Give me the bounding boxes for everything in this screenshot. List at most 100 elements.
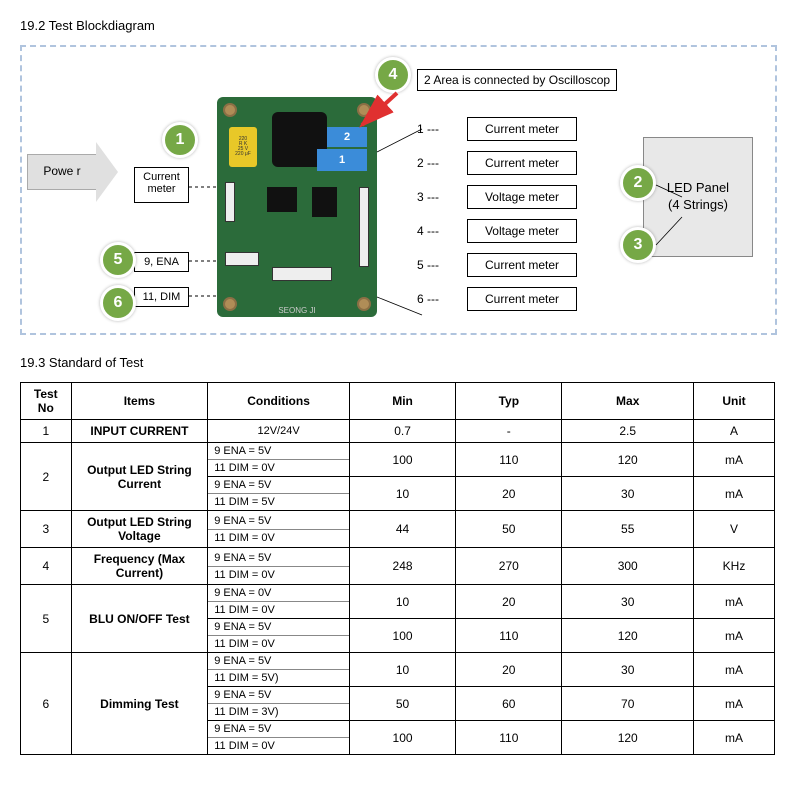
table-cell: 50: [349, 687, 455, 721]
table-cell: 120: [562, 721, 694, 755]
table-cell: 2.5: [562, 420, 694, 443]
meter-row-box: Voltage meter: [467, 219, 577, 243]
table-cell: V: [694, 511, 775, 548]
table-cell: 120: [562, 619, 694, 653]
table-header: Unit: [694, 383, 775, 420]
table-cell: 100: [349, 619, 455, 653]
blue-area-1: 1: [317, 149, 367, 171]
meter-row: 2 ---Current meter: [417, 151, 577, 175]
table-cell: Output LED String Current: [71, 443, 208, 511]
table-cell: A: [694, 420, 775, 443]
table-cell: mA: [694, 477, 775, 511]
cap-line-4: 220 μF: [235, 152, 251, 157]
table-cell: 248: [349, 548, 455, 585]
badge-4: 4: [375, 57, 411, 93]
meter-row-box: Current meter: [467, 151, 577, 175]
table-cell: 120: [562, 443, 694, 477]
meter-row: 3 ---Voltage meter: [417, 185, 577, 209]
table-cell: 270: [456, 548, 562, 585]
section-title-standard: 19.3 Standard of Test: [20, 355, 777, 370]
meter-row-box: Voltage meter: [467, 185, 577, 209]
table-cell: 50: [456, 511, 562, 548]
table-cell-conditions: 9 ENA = 5V11 DIM = 0V: [208, 721, 350, 755]
meter-row-number: 3 ---: [417, 190, 467, 204]
led-panel-line1: LED Panel: [667, 180, 729, 195]
table-cell: mA: [694, 585, 775, 619]
table-header: Min: [349, 383, 455, 420]
table-cell: 2: [21, 443, 72, 511]
power-arrow: Powe r: [27, 142, 117, 202]
table-cell: Dimming Test: [71, 653, 208, 755]
section-title-diagram: 19.2 Test Blockdiagram: [20, 18, 777, 33]
table-cell-conditions: 9 ENA = 5V11 DIM = 0V: [208, 443, 350, 477]
dim-label-box: 11, DIM: [134, 287, 189, 307]
table-cell: 55: [562, 511, 694, 548]
table-cell: 110: [456, 721, 562, 755]
table-cell: 1: [21, 420, 72, 443]
table-header: Max: [562, 383, 694, 420]
table-cell-conditions: 9 ENA = 5V11 DIM = 0V: [208, 548, 350, 585]
table-header: Typ: [456, 383, 562, 420]
table-cell: 5: [21, 585, 72, 653]
table-cell: BLU ON/OFF Test: [71, 585, 208, 653]
block-diagram: Powe r Current meter 9, ENA 11, DIM 2 Ar…: [20, 45, 777, 335]
table-cell: 60: [456, 687, 562, 721]
blue-area-2: 2: [327, 127, 367, 147]
pcb-board: 220 R K 25 V 220 μF 2 1 SEONG JI: [217, 97, 377, 317]
badge-2: 2: [620, 165, 656, 201]
table-cell: 4: [21, 548, 72, 585]
table-cell: INPUT CURRENT: [71, 420, 208, 443]
badge-3: 3: [620, 227, 656, 263]
meter-row-box: Current meter: [467, 287, 577, 311]
table-cell: 3: [21, 511, 72, 548]
table-cell: mA: [694, 687, 775, 721]
meter-row-box: Current meter: [467, 253, 577, 277]
table-cell: 110: [456, 619, 562, 653]
table-cell: KHz: [694, 548, 775, 585]
table-cell: 10: [349, 477, 455, 511]
standard-test-table: Test NoItemsConditionsMinTypMaxUnit 1INP…: [20, 382, 775, 755]
led-panel-box: LED Panel (4 Strings): [643, 137, 753, 257]
table-cell: Output LED String Voltage: [71, 511, 208, 548]
table-cell: 30: [562, 477, 694, 511]
table-cell: 20: [456, 477, 562, 511]
meter-row-box: Current meter: [467, 117, 577, 141]
meter-list: 1 ---Current meter2 ---Current meter3 --…: [417, 117, 577, 321]
meter-row: 5 ---Current meter: [417, 253, 577, 277]
table-cell-conditions: 9 ENA = 5V11 DIM = 0V: [208, 511, 350, 548]
table-cell: 100: [349, 443, 455, 477]
table-header: Conditions: [208, 383, 350, 420]
meter-row: 4 ---Voltage meter: [417, 219, 577, 243]
table-cell: mA: [694, 619, 775, 653]
oscilloscope-note: 2 Area is connected by Oscilloscop: [417, 69, 617, 91]
table-cell: 10: [349, 585, 455, 619]
table-cell: 6: [21, 653, 72, 755]
table-header: Items: [71, 383, 208, 420]
meter-row-number: 4 ---: [417, 224, 467, 238]
table-cell-conditions: 9 ENA = 5V11 DIM = 0V: [208, 619, 350, 653]
table-cell: 44: [349, 511, 455, 548]
table-cell: 10: [349, 653, 455, 687]
table-cell: 70: [562, 687, 694, 721]
table-cell: mA: [694, 443, 775, 477]
table-cell: Frequency (Max Current): [71, 548, 208, 585]
table-cell: 20: [456, 653, 562, 687]
badge-5: 5: [100, 242, 136, 278]
table-cell: mA: [694, 653, 775, 687]
table-cell-conditions: 9 ENA = 5V11 DIM = 3V): [208, 687, 350, 721]
led-panel-line2: (4 Strings): [668, 197, 728, 212]
current-meter-left: Current meter: [134, 167, 189, 203]
table-cell: 0.7: [349, 420, 455, 443]
table-cell: -: [456, 420, 562, 443]
table-cell: 30: [562, 653, 694, 687]
table-header: Test No: [21, 383, 72, 420]
table-cell: 300: [562, 548, 694, 585]
badge-6: 6: [100, 285, 136, 321]
table-cell-conditions: 9 ENA = 5V11 DIM = 5V: [208, 477, 350, 511]
meter-row: 6 ---Current meter: [417, 287, 577, 311]
table-cell: 100: [349, 721, 455, 755]
meter-row-number: 2 ---: [417, 156, 467, 170]
table-cell-conditions: 9 ENA = 5V11 DIM = 5V): [208, 653, 350, 687]
meter-row-number: 5 ---: [417, 258, 467, 272]
meter-row: 1 ---Current meter: [417, 117, 577, 141]
